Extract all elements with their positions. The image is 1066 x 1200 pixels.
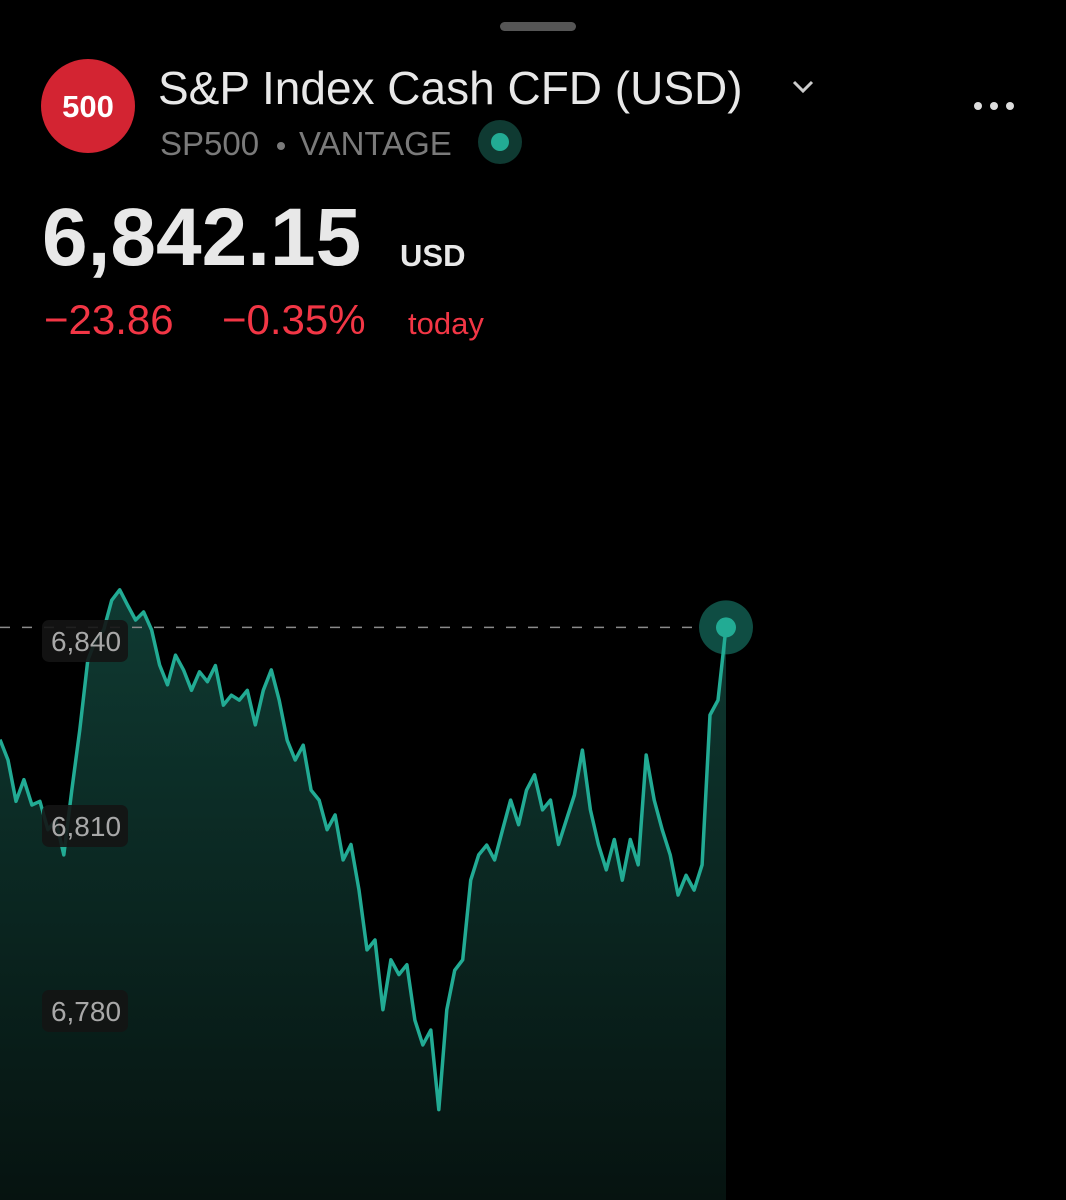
more-menu[interactable]	[974, 102, 1014, 110]
y-tick-label: 6,780	[51, 996, 121, 1027]
currency: USD	[400, 238, 465, 273]
logo-text: 500	[62, 89, 114, 124]
quote: 6,842.15 USD −23.86 −0.35% today	[42, 192, 484, 343]
change-percent: −0.35%	[222, 296, 366, 343]
logo	[41, 59, 135, 153]
exchange: VANTAGE	[299, 125, 452, 162]
y-tick-box	[42, 989, 128, 1032]
drag-handle[interactable]	[500, 22, 576, 31]
y-tick-box	[42, 804, 128, 847]
y-tick-box	[42, 619, 128, 662]
area-fill	[0, 589, 726, 1200]
menu-dot	[974, 102, 982, 110]
menu-dot	[990, 102, 998, 110]
dropdown-chevron[interactable]	[792, 80, 814, 94]
symbol-code: SP500	[160, 125, 259, 162]
chart: 6,840 6,810 6,780	[0, 588, 753, 1200]
period: today	[408, 306, 484, 341]
menu-dot	[1006, 102, 1014, 110]
price-line	[0, 588, 728, 1112]
market-status	[491, 133, 509, 151]
y-tick-label: 6,840	[51, 626, 121, 657]
last-point	[716, 617, 736, 638]
change: −23.86	[44, 296, 174, 343]
separator-dot	[277, 142, 285, 150]
symbol-title[interactable]: S&P Index Cash CFD (USD)	[158, 62, 743, 114]
symbol-header: 500 S&P Index Cash CFD (USD) SP500 VANTA…	[41, 59, 1014, 164]
price: 6,842.15	[42, 192, 361, 283]
y-tick-label: 6,810	[51, 811, 121, 842]
